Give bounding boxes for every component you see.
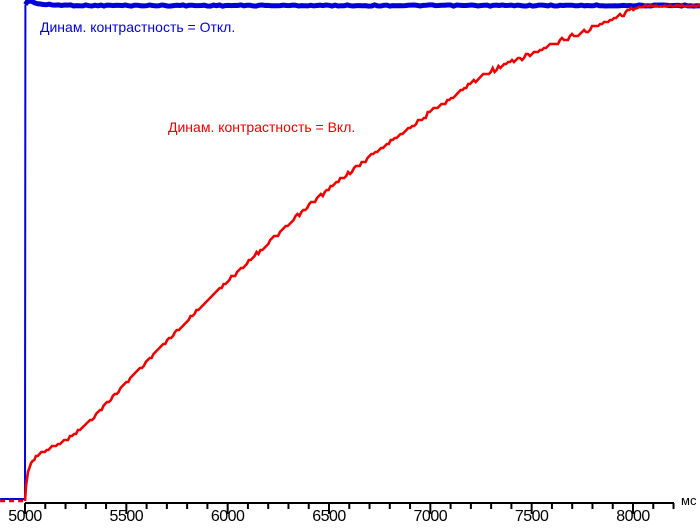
x-tick-label: 5000 [8,508,42,525]
x-tick-label: 6000 [210,508,245,525]
x-tick-label: 7500 [514,508,549,525]
x-tick-label: 5500 [109,508,144,525]
series-label-dynamic-contrast-on: Динам. контрастность = Вкл. [168,119,356,135]
series-line-contrast-on [23,3,700,502]
x-tick-label: 8000 [616,508,650,525]
series-line-contrast-off-rise [0,4,27,500]
x-tick-label: 7000 [413,508,448,525]
series-label-dynamic-contrast-off: Динам. контрастность = Откл. [40,19,236,35]
series-line-contrast-off [23,0,700,9]
x-axis-unit-label: мс [681,493,697,508]
x-tick-label: 6500 [312,508,346,525]
